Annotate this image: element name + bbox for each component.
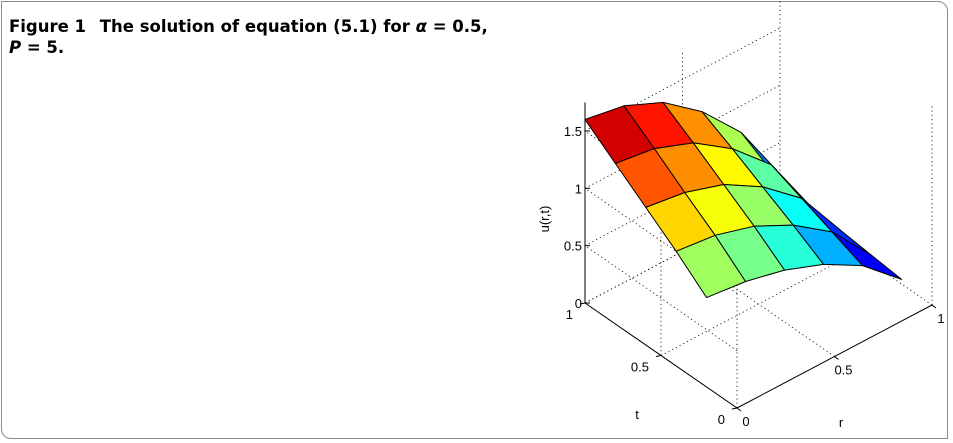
- r-tick-mark: [736, 407, 742, 412]
- t-tick-mark: [655, 355, 662, 357]
- grid-line-z-back: [584, 27, 781, 132]
- caption-text: The solution of equation (5.1) for: [99, 17, 416, 36]
- figure-caption: Figure 1 The solution of equation (5.1) …: [9, 16, 529, 58]
- alpha-symbol: α: [415, 17, 427, 36]
- r-axis-label: r: [839, 415, 844, 430]
- z-tick-label: 1.5: [564, 124, 582, 139]
- z-tick-label: 0.5: [564, 239, 582, 254]
- axes-layer: [579, 102, 937, 412]
- r-tick-label: 1: [937, 311, 944, 326]
- surface-patch: [831, 231, 903, 280]
- t-tick-label: 1: [566, 307, 573, 322]
- surface-layer: [584, 101, 903, 299]
- r-tick-label: 0.5: [834, 363, 852, 378]
- z-tick-label: 0: [575, 296, 582, 311]
- r-tick-mark: [931, 304, 937, 309]
- t-tick-mark: [579, 302, 586, 305]
- z-tick-label: 1: [575, 181, 582, 196]
- caption-alpha-value: = 0.5,: [426, 17, 488, 36]
- grid-line-floor-t: [660, 252, 857, 356]
- z-axis-label: u(r,t): [537, 206, 552, 233]
- p-symbol: P: [9, 38, 22, 57]
- r-tick-mark: [834, 356, 839, 360]
- t-tick-label: 0: [718, 412, 725, 427]
- caption-p-value: = 5.: [21, 38, 65, 57]
- t-tick-label: 0.5: [631, 360, 649, 375]
- figure-label: Figure 1: [9, 17, 87, 36]
- t-axis-label: t: [635, 407, 639, 422]
- r-tick-label: 0: [742, 414, 749, 429]
- t-tick-mark: [731, 407, 738, 410]
